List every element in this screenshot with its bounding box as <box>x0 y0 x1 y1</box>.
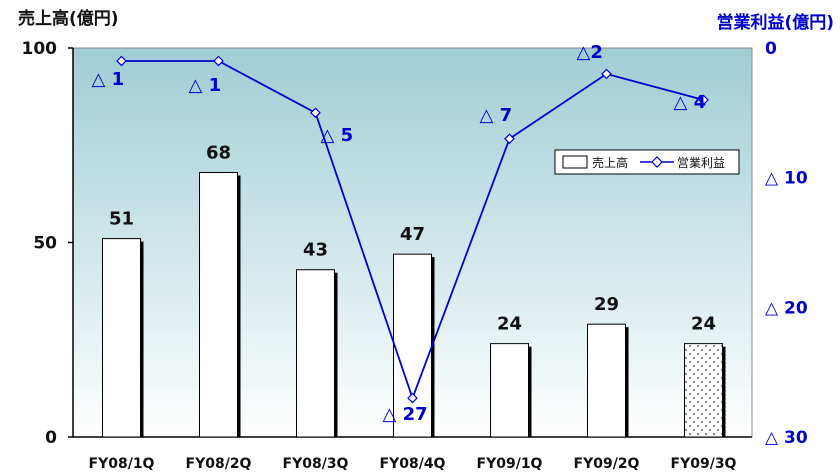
line-value-label: △ 5 <box>321 125 354 146</box>
category-label: FY09/2Q <box>574 456 640 472</box>
line-value-label: △ 4 <box>674 92 707 113</box>
line-marker <box>213 55 224 67</box>
legend: 売上高 営業利益 <box>554 149 740 175</box>
left-axis-ticks: 0 50 100 <box>22 39 73 448</box>
line-value-label: △ 1 <box>92 69 125 90</box>
bar <box>102 238 141 438</box>
left-tick-label: 0 <box>45 428 57 448</box>
legend-line-marker <box>651 156 663 168</box>
legend-bar-swatch <box>562 155 588 169</box>
category-label: FY08/1Q <box>89 456 155 472</box>
bar-value-label: 43 <box>303 240 328 261</box>
category-label: FY08/2Q <box>186 456 252 472</box>
bar-value-label: 29 <box>594 294 619 315</box>
bar-data-labels: 51 68 43 47 24 29 24 <box>109 142 716 334</box>
bar-value-label: 68 <box>206 142 231 163</box>
left-axis-title: 売上高(億円) <box>18 8 119 29</box>
line-value-label: △ 27 <box>383 404 428 425</box>
line-marker <box>407 392 418 404</box>
line-marker <box>504 133 515 145</box>
line-value-label: △ 7 <box>480 105 513 126</box>
bar <box>199 171 238 438</box>
bar <box>296 269 335 438</box>
category-label: FY09/1Q <box>477 456 543 472</box>
right-tick-label: △ 20 <box>765 298 808 318</box>
category-label: FY09/3Q <box>671 456 737 472</box>
line-marker <box>310 107 321 119</box>
line-series: △ 1 △ 1 △ 5 △ 27 △ 7 △2 △ 4 <box>92 42 709 425</box>
line-marker <box>698 94 709 106</box>
left-tick-label: 50 <box>33 234 57 254</box>
bar <box>684 343 723 438</box>
bar <box>490 343 529 438</box>
legend-line-label: 営業利益 <box>677 156 725 170</box>
line-marker <box>116 55 127 67</box>
category-label: FY08/4Q <box>380 456 446 472</box>
bar-series <box>102 171 726 438</box>
bar-value-label: 51 <box>109 209 134 230</box>
right-tick-label: 0 <box>765 39 777 59</box>
right-axis-ticks: 0 △ 10 △ 20 △ 30 <box>765 39 808 448</box>
line-value-label: △ 1 <box>189 75 222 96</box>
line-value-label: △2 <box>577 42 603 63</box>
category-labels: FY08/1Q FY08/2Q FY08/3Q FY08/4Q FY09/1Q FY09/… <box>89 456 737 472</box>
category-label: FY08/3Q <box>283 456 349 472</box>
right-tick-label: △ 10 <box>765 169 808 189</box>
left-tick-label: 100 <box>22 39 58 59</box>
bar-value-label: 24 <box>691 314 716 335</box>
bar-value-label: 24 <box>497 314 522 335</box>
line-marker <box>601 68 612 80</box>
right-axis-title: 営業利益(億円) <box>716 12 834 33</box>
bar <box>587 323 626 438</box>
bar-value-label: 47 <box>400 224 425 245</box>
right-tick-label: △ 30 <box>765 428 808 448</box>
legend-bar-label: 売上高 <box>592 155 628 170</box>
